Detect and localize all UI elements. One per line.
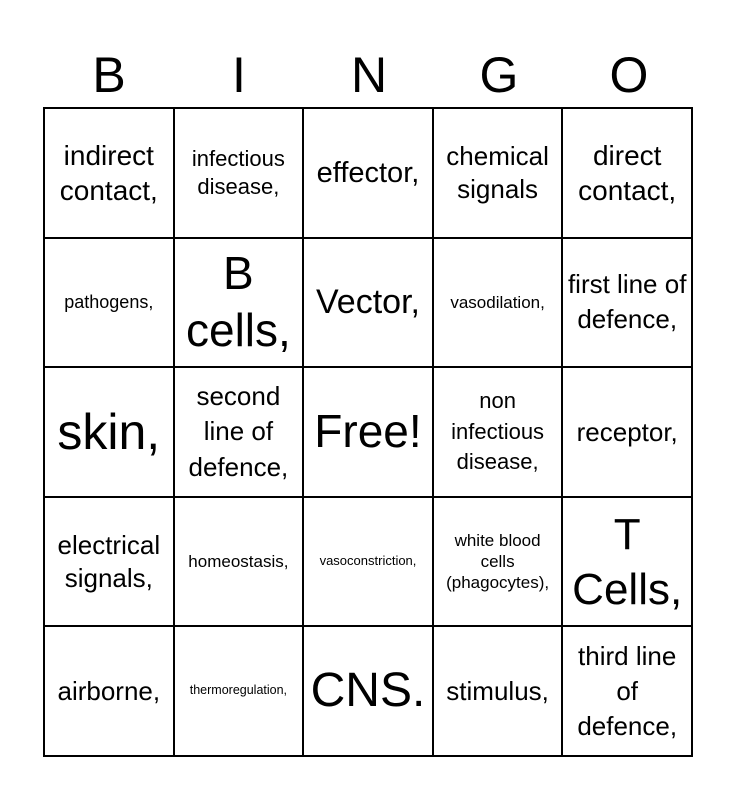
bingo-cell[interactable]: pathogens, [44,237,174,368]
bingo-cell[interactable]: vasodilation, [432,237,563,368]
bingo-cell[interactable]: receptor, [562,367,692,497]
bingo-cell[interactable]: skin, [44,367,174,497]
bingo-cell[interactable]: airborne, [44,626,174,756]
bingo-cell[interactable]: white blood cells (phagocytes), [432,496,563,627]
header-letter-o: O [609,47,649,103]
header-letter-i: I [232,47,246,103]
bingo-cell[interactable]: first line of defence, [562,237,692,368]
bingo-cell[interactable]: indirect contact, [44,108,174,238]
bingo-cell[interactable]: stimulus, [432,626,563,756]
bingo-header: B I N G O [44,44,694,106]
bingo-cell[interactable]: third line of defence, [562,626,692,756]
bingo-cell[interactable]: T Cells, [562,496,692,627]
bingo-cell[interactable]: chemical signals [432,108,563,238]
free-space[interactable]: Free! [303,367,433,497]
bingo-grid: indirect contact, infectious disease, ef… [43,107,693,757]
bingo-cell[interactable]: B cells, [173,237,304,368]
bingo-cell[interactable]: vasoconstriction, [303,496,433,627]
bingo-cell[interactable]: direct contact, [562,108,692,238]
bingo-cell[interactable]: thermoregulation, [173,626,304,756]
bingo-cell[interactable]: Vector, [303,237,433,368]
header-letter-g: G [479,47,519,103]
bingo-cell[interactable]: electrical signals, [44,496,174,627]
header-letter-n: N [350,47,388,103]
bingo-cell[interactable]: infectious disease, [173,108,304,238]
bingo-cell[interactable]: CNS. [303,626,433,756]
header-letter-b: B [92,47,126,103]
bingo-cell[interactable]: homeostasis, [173,496,304,627]
bingo-cell[interactable]: second line of defence, [173,367,304,497]
bingo-cell[interactable]: effector, [303,108,433,238]
bingo-cell[interactable]: non infectious disease, [432,367,563,497]
